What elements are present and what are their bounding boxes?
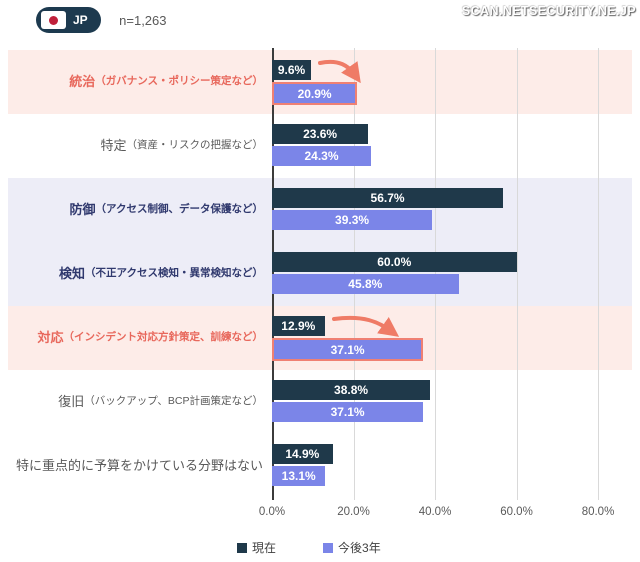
trend-arrow-icon <box>332 315 400 337</box>
bar-current-value: 56.7% <box>370 191 405 205</box>
bar-current-value: 9.6% <box>277 63 306 77</box>
bar-current-value: 38.8% <box>334 383 369 397</box>
bar-future: 20.9% <box>272 82 358 105</box>
legend-item-future: 今後3年 <box>323 539 381 556</box>
bar-current: 9.6% <box>272 60 312 80</box>
bar-current: 38.8% <box>272 380 431 400</box>
japan-flag-circle <box>49 15 58 25</box>
chart-row: 検知 （不正アクセス検知・異常検知など） 60.0% 45.8% <box>8 242 632 306</box>
category-detail: （バックアップ、BCP計画策定など） <box>84 395 263 408</box>
category-label: 対応 （インシデント対応方針策定、訓練など） <box>8 306 272 370</box>
category-name: 復旧 <box>58 393 85 409</box>
bar-future-value: 37.1% <box>330 342 365 357</box>
category-bars: 9.6% 20.9% <box>272 50 632 114</box>
category-bars: 14.9% 13.1% <box>272 434 632 498</box>
legend-swatch <box>323 542 334 553</box>
bar-future-value: 13.1% <box>281 469 316 483</box>
chart-row: 統治 （ガバナンス・ポリシー策定など） 9.6% 20.9% <box>8 50 632 114</box>
category-detail: （インシデント対応方針策定、訓練など） <box>63 331 264 344</box>
sample-size: n=1,263 <box>119 12 167 28</box>
bar-current-value: 60.0% <box>377 255 412 269</box>
category-name: 特に重点的に予算をかけている分野はない <box>15 457 263 473</box>
category-detail: （ガバナンス・ポリシー策定など） <box>95 75 263 88</box>
bar-future: 39.3% <box>272 210 433 230</box>
bar-future-value: 37.1% <box>330 405 365 419</box>
category-label: 復旧 （バックアップ、BCP計画策定など） <box>8 370 272 434</box>
x-axis: 0.0% 20.0% 40.0% 60.0% 80.0% <box>259 506 632 524</box>
country-badge-label: JP <box>73 13 88 27</box>
category-name: 防御 <box>69 201 96 217</box>
legend: 現在 今後3年 <box>237 539 632 556</box>
legend-label: 現在 <box>252 541 277 555</box>
bar-current-value: 12.9% <box>281 319 316 333</box>
trend-arrow-icon <box>318 59 361 84</box>
bar-current: 56.7% <box>272 188 504 208</box>
category-name: 検知 <box>59 265 86 281</box>
category-name: 統治 <box>69 73 96 89</box>
bar-current-value: 23.6% <box>303 127 338 141</box>
bar-future-value: 45.8% <box>348 277 383 291</box>
plot-area: 統治 （ガバナンス・ポリシー策定など） 9.6% 20.9% 特定 （資産・リスクの把握な… <box>8 48 632 500</box>
bar-future: 24.3% <box>272 146 371 166</box>
category-label: 特定 （資産・リスクの把握など） <box>8 114 272 178</box>
category-bars: 12.9% 37.1% <box>272 306 632 370</box>
bar-future: 13.1% <box>272 466 326 486</box>
bar-current: 23.6% <box>272 124 369 144</box>
bar-future: 37.1% <box>272 402 424 422</box>
bar-future-value: 39.3% <box>335 213 370 227</box>
header: JP n=1,263 SCAN.NETSECURITY.NE.JP <box>0 0 640 47</box>
category-name: 対応 <box>37 329 64 345</box>
legend-item-current: 現在 <box>237 539 276 556</box>
bar-future: 37.1% <box>272 338 424 361</box>
category-bars: 38.8% 37.1% <box>272 370 632 434</box>
category-bars: 60.0% 45.8% <box>272 242 632 306</box>
x-tick-label: 40.0% <box>418 506 452 518</box>
chart-row: 特に重点的に予算をかけている分野はない 14.9% 13.1% <box>8 434 632 498</box>
category-detail: （アクセス制御、データ保護など） <box>95 203 263 216</box>
category-label: 防御 （アクセス制御、データ保護など） <box>8 178 272 242</box>
chart-row: 防御 （アクセス制御、データ保護など） 56.7% 39.3% <box>8 178 632 242</box>
chart-rows: 統治 （ガバナンス・ポリシー策定など） 9.6% 20.9% 特定 （資産・リスクの把握な… <box>8 50 632 498</box>
watermark: SCAN.NETSECURITY.NE.JP <box>461 4 636 18</box>
bar-current-value: 14.9% <box>285 447 320 461</box>
country-badge[interactable]: JP <box>36 7 101 33</box>
chart-row: 復旧 （バックアップ、BCP計画策定など） 38.8% 37.1% <box>8 370 632 434</box>
japan-flag-icon <box>41 11 66 29</box>
category-label: 検知 （不正アクセス検知・異常検知など） <box>8 242 272 306</box>
category-bars: 56.7% 39.3% <box>272 178 632 242</box>
category-detail: （不正アクセス検知・異常検知など） <box>85 267 263 280</box>
bar-future: 45.8% <box>272 274 459 294</box>
bar-chart: 統治 （ガバナンス・ポリシー策定など） 9.6% 20.9% 特定 （資産・リスクの把握な… <box>8 48 632 556</box>
bar-future-value: 20.9% <box>297 86 332 101</box>
x-tick-label: 20.0% <box>337 506 370 518</box>
chart-row: 特定 （資産・リスクの把握など） 23.6% 24.3% <box>8 114 632 178</box>
x-tick-label: 80.0% <box>581 506 615 518</box>
x-tick-label: 60.0% <box>500 506 533 518</box>
x-tick-label: 0.0% <box>258 506 286 518</box>
category-bars: 23.6% 24.3% <box>272 114 632 178</box>
chart-row: 対応 （インシデント対応方針策定、訓練など） 12.9% 37.1% <box>8 306 632 370</box>
bar-current: 12.9% <box>272 316 325 336</box>
category-label: 特に重点的に予算をかけている分野はない <box>8 434 272 498</box>
category-label: 統治 （ガバナンス・ポリシー策定など） <box>8 50 272 114</box>
category-name: 特定 <box>100 137 127 153</box>
bar-future-value: 24.3% <box>304 149 339 163</box>
bar-current: 14.9% <box>272 444 333 464</box>
category-detail: （資産・リスクの把握など） <box>126 139 264 152</box>
bar-current: 60.0% <box>272 252 517 272</box>
legend-swatch <box>237 542 247 553</box>
legend-label: 今後3年 <box>338 541 381 555</box>
